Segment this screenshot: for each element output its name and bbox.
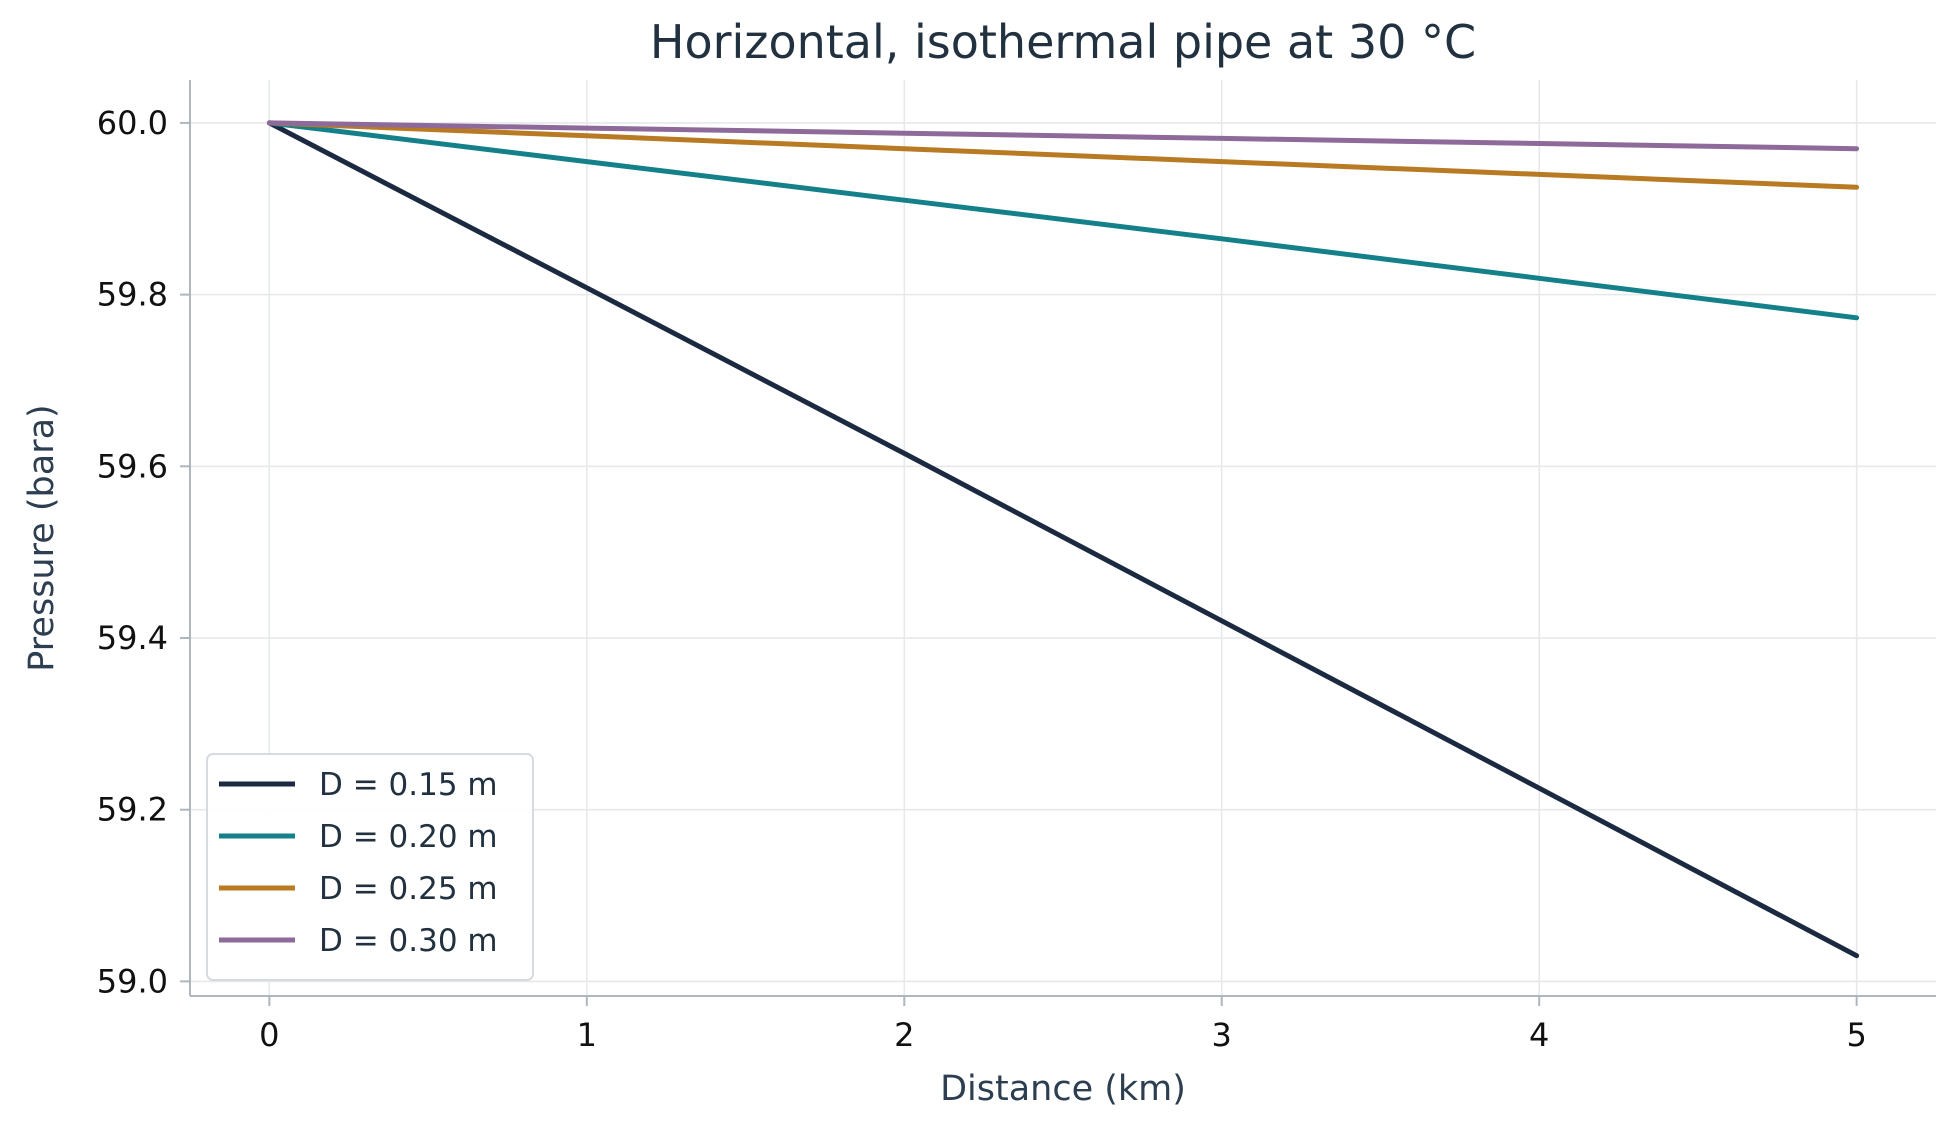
series-line-1 bbox=[266, 120, 1860, 959]
y-tick-label: 59.8 bbox=[97, 276, 168, 314]
y-tick-label: 59.2 bbox=[97, 791, 168, 829]
series-line-3 bbox=[266, 120, 1860, 190]
legend-label: D = 0.25 m bbox=[319, 871, 498, 907]
legend: D = 0.15 m D = 0.20 m D = 0.25 m D = 0.30 m bbox=[206, 753, 534, 981]
legend-box bbox=[206, 753, 534, 981]
legend-label: D = 0.20 m bbox=[319, 819, 498, 855]
y-axis-label: Pressure (bara) bbox=[22, 404, 62, 671]
legend-label: D = 0.30 m bbox=[319, 923, 498, 959]
series-line-4 bbox=[266, 120, 1860, 152]
series-line-2 bbox=[266, 120, 1860, 321]
y-tick-label: 59.0 bbox=[97, 962, 168, 1000]
x-tick-label: 4 bbox=[1529, 1016, 1549, 1054]
x-tick-label: 0 bbox=[259, 1016, 279, 1054]
series-lines bbox=[266, 120, 1860, 959]
y-tick-label: 59.4 bbox=[97, 619, 168, 657]
axis-ticks: 0 1 2 3 4 5 59.0 59.2 59.4 59.6 59.8 60.0 bbox=[97, 104, 1867, 1054]
x-tick-label: 1 bbox=[577, 1016, 597, 1054]
y-tick-label: 60.0 bbox=[97, 104, 168, 142]
grid bbox=[190, 80, 1936, 996]
chart-title: Horizontal, isothermal pipe at 30 °C bbox=[650, 15, 1476, 69]
x-tick-label: 5 bbox=[1846, 1016, 1866, 1054]
y-tick-label: 59.6 bbox=[97, 447, 168, 485]
x-tick-label: 3 bbox=[1212, 1016, 1232, 1054]
x-axis-label: Distance (km) bbox=[940, 1069, 1186, 1109]
x-tick-label: 2 bbox=[894, 1016, 914, 1054]
legend-label: D = 0.15 m bbox=[319, 767, 498, 803]
